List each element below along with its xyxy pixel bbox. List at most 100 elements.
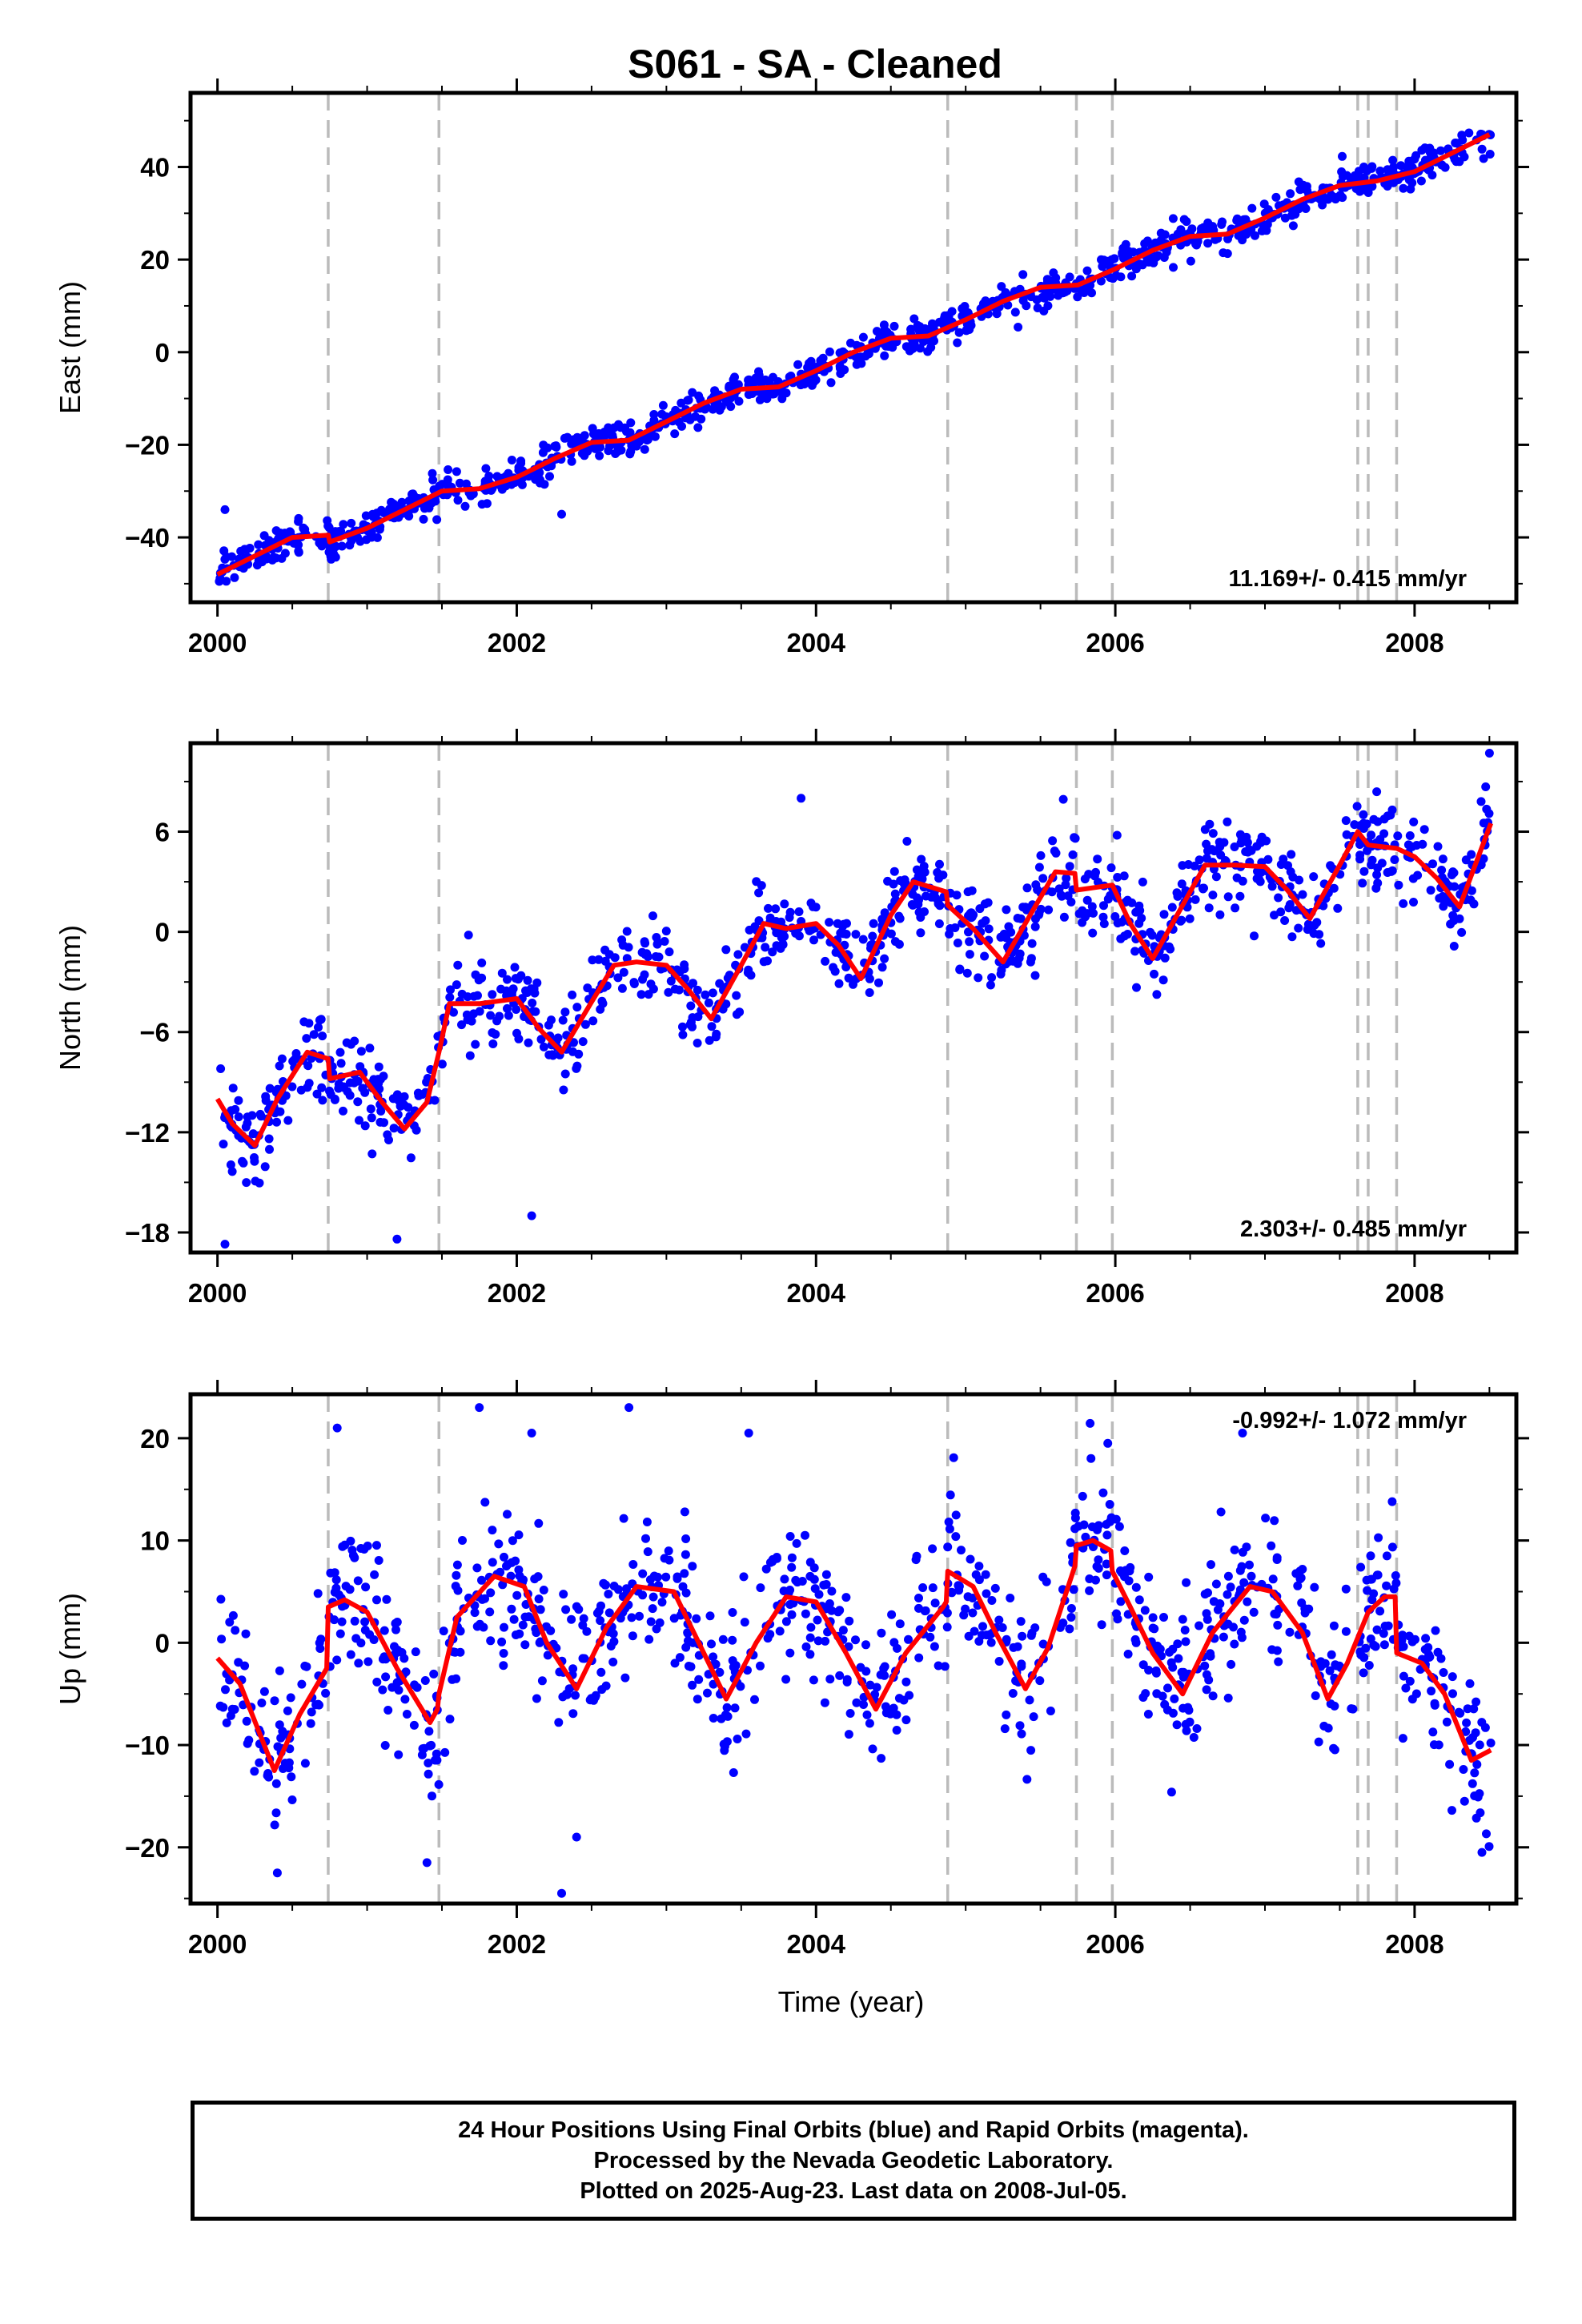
data-point xyxy=(619,967,628,977)
data-point xyxy=(896,876,905,886)
data-point xyxy=(396,1101,405,1111)
data-point xyxy=(678,1030,688,1039)
data-point xyxy=(1454,1707,1464,1717)
data-point xyxy=(1263,854,1273,864)
data-point xyxy=(1203,239,1213,248)
x-tick-label: 2002 xyxy=(488,1278,546,1308)
data-point xyxy=(953,939,962,947)
data-point xyxy=(230,1705,239,1714)
data-point xyxy=(625,449,635,459)
data-point xyxy=(901,1677,911,1687)
data-point xyxy=(1098,1488,1108,1498)
data-point xyxy=(648,1592,658,1602)
data-point xyxy=(1195,855,1204,865)
data-point xyxy=(1356,1651,1366,1660)
data-point xyxy=(425,1741,435,1751)
data-point xyxy=(1087,288,1096,298)
data-point xyxy=(1178,861,1187,870)
data-point xyxy=(1464,128,1474,138)
data-point xyxy=(970,1626,979,1636)
data-point xyxy=(821,956,830,966)
data-point xyxy=(500,1552,508,1562)
data-point xyxy=(361,1582,371,1592)
data-point xyxy=(488,1039,498,1048)
data-point xyxy=(1120,1546,1130,1555)
data-point xyxy=(930,1642,939,1651)
data-point xyxy=(597,996,607,1006)
data-point xyxy=(287,1795,297,1804)
data-point xyxy=(457,989,467,999)
data-point xyxy=(350,1616,359,1626)
data-point xyxy=(528,999,537,1007)
data-point xyxy=(1185,1717,1195,1727)
data-point xyxy=(449,1007,458,1017)
data-point xyxy=(1428,1727,1438,1737)
data-point xyxy=(733,1735,742,1743)
data-point xyxy=(381,1655,391,1664)
data-point xyxy=(1461,1727,1471,1736)
data-point xyxy=(986,1638,996,1647)
data-point xyxy=(1459,1765,1468,1774)
data-point xyxy=(992,309,1002,319)
data-point xyxy=(1410,155,1419,164)
y-tick-label: 20 xyxy=(140,1424,170,1454)
data-point xyxy=(424,1769,433,1779)
data-point xyxy=(332,1423,342,1433)
data-point xyxy=(841,930,851,939)
data-point xyxy=(316,1634,326,1644)
panel-east: −40 −20 0 20 40 2000 2002 2004 2006 2008 East (mm)… xyxy=(54,78,1529,657)
data-point xyxy=(1069,1585,1078,1594)
data-point xyxy=(865,988,874,997)
data-point xyxy=(276,1733,286,1743)
data-point xyxy=(358,1084,367,1093)
data-point xyxy=(1288,221,1298,231)
data-point xyxy=(890,937,900,947)
data-point xyxy=(781,388,791,398)
data-point xyxy=(595,451,604,460)
data-point xyxy=(666,976,676,986)
data-point xyxy=(645,1575,655,1585)
data-point xyxy=(718,1634,728,1644)
data-point xyxy=(1008,1689,1018,1698)
data-point xyxy=(982,1589,991,1598)
data-point xyxy=(497,1637,507,1647)
data-point xyxy=(1303,925,1312,935)
data-point xyxy=(336,527,346,537)
data-point xyxy=(422,1858,432,1868)
data-point xyxy=(571,1691,580,1700)
data-point xyxy=(918,1583,928,1592)
data-point xyxy=(475,1007,484,1016)
model-line xyxy=(215,822,1494,1148)
data-point xyxy=(274,533,283,543)
data-point xyxy=(1065,1624,1074,1634)
data-point xyxy=(452,1570,461,1580)
data-point xyxy=(1079,1520,1089,1530)
data-point xyxy=(1106,863,1116,873)
data-point xyxy=(1352,802,1362,811)
data-point xyxy=(1030,922,1040,931)
data-point xyxy=(1106,891,1115,900)
data-point xyxy=(1476,797,1486,806)
data-point xyxy=(1091,1575,1100,1585)
data-point xyxy=(1102,1530,1112,1540)
data-point xyxy=(723,1711,733,1721)
data-point xyxy=(412,1683,422,1692)
data-point xyxy=(1093,854,1102,864)
data-point xyxy=(242,1178,251,1188)
data-point xyxy=(1358,879,1367,888)
data-point xyxy=(851,930,861,939)
data-point xyxy=(1387,866,1397,875)
data-point xyxy=(512,1028,521,1038)
data-point xyxy=(455,478,464,488)
data-point xyxy=(1058,794,1068,804)
data-point xyxy=(1379,829,1389,838)
data-point xyxy=(1425,1652,1435,1662)
data-point xyxy=(705,1611,715,1621)
data-point xyxy=(1230,1545,1239,1554)
data-point xyxy=(1319,1721,1329,1731)
data-point xyxy=(721,945,731,955)
data-point xyxy=(1247,203,1257,213)
data-point xyxy=(745,925,754,935)
data-point xyxy=(1097,1620,1106,1630)
